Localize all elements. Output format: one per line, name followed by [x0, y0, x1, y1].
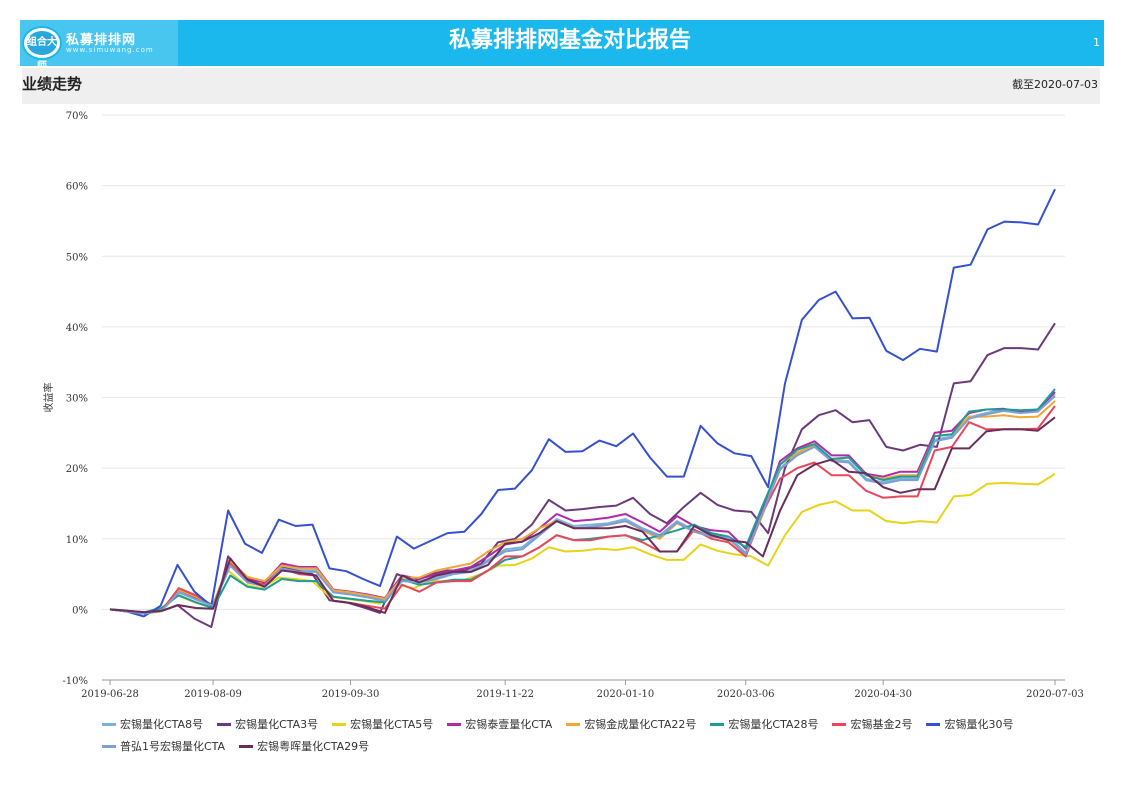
series-line-8	[109, 188, 1056, 618]
logo-name: 私募排排网	[66, 33, 137, 48]
x-tick-label: 2020-04-30	[854, 689, 912, 700]
series-line-10	[109, 416, 1056, 614]
legend-item[interactable]: 宏锡量化CTA5号	[332, 716, 433, 732]
x-tick-label: 2020-03-06	[717, 689, 775, 700]
section-bar	[22, 68, 1100, 104]
x-tick-label: 2020-01-10	[597, 689, 655, 700]
series-line-4	[109, 391, 1056, 615]
legend-swatch-icon	[332, 722, 347, 726]
logo-badge-text: 组合大师	[27, 31, 57, 72]
x-tick-label: 2019-11-22	[476, 689, 534, 700]
y-tick-label: 30%	[66, 394, 88, 405]
legend-swatch-icon	[447, 722, 462, 726]
x-tick-label: 2020-07-03	[1026, 689, 1084, 700]
legend-swatch-icon	[710, 722, 725, 726]
legend-label: 宏锡量化CTA5号	[350, 718, 434, 731]
legend-item[interactable]: 宏锡量化CTA3号	[217, 716, 318, 732]
legend-label: 宏锡基金2号	[850, 718, 913, 731]
page-number: 1	[1093, 36, 1100, 49]
x-tick-label: 2019-08-09	[184, 689, 242, 700]
legend-swatch-icon	[102, 744, 116, 748]
y-tick-label: 0%	[72, 605, 88, 616]
legend-item[interactable]: 宏锡泰壹量化CTA	[447, 716, 552, 732]
legend-swatch-icon	[926, 722, 941, 726]
legend-swatch-icon	[239, 744, 254, 748]
legend-swatch-icon	[217, 722, 232, 726]
as-of-date: 截至2020-07-03	[1012, 78, 1098, 91]
report-title: 私募排排网基金对比报告	[448, 28, 691, 53]
logo-badge-icon: 组合大师	[22, 26, 62, 72]
y-tick-label: 10%	[66, 535, 88, 546]
y-tick-label: 70%	[66, 111, 88, 122]
legend-label: 宏锡金成量化CTA22号	[584, 718, 697, 731]
series-line-3	[109, 472, 1056, 615]
legend-label: 宏锡量化30号	[944, 718, 1014, 731]
y-tick-label: 20%	[66, 464, 88, 475]
x-tick-label: 2019-09-30	[322, 689, 380, 700]
y-tick-label: 50%	[66, 252, 88, 263]
legend-swatch-icon	[566, 722, 581, 726]
y-axis-label: 收益率	[42, 383, 55, 413]
legend-item[interactable]: 宏锡基金2号	[832, 716, 912, 732]
legend-item[interactable]: 普弘1号宏锡量化CTA	[102, 738, 225, 754]
legend-item[interactable]: 宏锡粤晖量化CTA29号	[239, 738, 369, 754]
chart-legend: 宏锡量化CTA8号 宏锡量化CTA3号 宏锡量化CTA5号 宏锡泰壹量化CTA 宏锡金成…	[102, 716, 1102, 760]
legend-label: 宏锡量化CTA28号	[728, 718, 819, 731]
y-tick-label: -10%	[62, 676, 88, 687]
legend-label: 宏锡量化CTA8号	[120, 718, 204, 731]
legend-item[interactable]: 宏锡量化CTA8号	[102, 716, 203, 732]
header-bar	[22, 20, 1104, 66]
legend-item[interactable]: 宏锡量化CTA28号	[710, 716, 818, 732]
legend-swatch-icon	[102, 722, 116, 726]
legend-swatch-icon	[832, 722, 847, 726]
legend-label: 普弘1号宏锡量化CTA	[120, 740, 226, 753]
logo-url: www.simuwang.com	[66, 46, 154, 54]
legend-label: 宏锡量化CTA3号	[235, 718, 319, 731]
legend-label: 宏锡粤晖量化CTA29号	[257, 740, 370, 753]
y-tick-label: 60%	[66, 182, 88, 193]
legend-item[interactable]: 宏锡金成量化CTA22号	[566, 716, 696, 732]
y-tick-label: 40%	[66, 323, 88, 334]
x-tick-label: 2019-06-28	[81, 689, 139, 700]
section-title: 业绩走势	[22, 75, 83, 93]
legend-label: 宏锡泰壹量化CTA	[465, 718, 553, 731]
legend-item[interactable]: 宏锡量化30号	[926, 716, 1013, 732]
